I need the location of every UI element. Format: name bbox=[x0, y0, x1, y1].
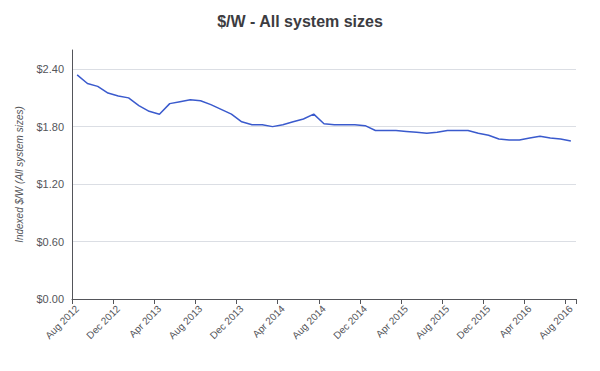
svg-text:$1.20: $1.20 bbox=[36, 178, 64, 190]
svg-text:Dec 2014: Dec 2014 bbox=[331, 303, 369, 341]
svg-text:$1.80: $1.80 bbox=[36, 121, 64, 133]
svg-text:Aug 2016: Aug 2016 bbox=[537, 303, 575, 341]
svg-text:Apr 2014: Apr 2014 bbox=[250, 303, 287, 340]
svg-text:Apr 2016: Apr 2016 bbox=[497, 303, 534, 340]
svg-text:Dec 2013: Dec 2013 bbox=[208, 303, 246, 341]
svg-text:Indexed $/W (All system sizes): Indexed $/W (All system sizes) bbox=[14, 106, 25, 243]
svg-text:$0.60: $0.60 bbox=[36, 236, 64, 248]
svg-text:Dec 2012: Dec 2012 bbox=[84, 303, 122, 341]
svg-text:$/W - All system sizes: $/W - All system sizes bbox=[217, 13, 383, 30]
svg-text:$2.40: $2.40 bbox=[36, 63, 64, 75]
svg-text:Aug 2013: Aug 2013 bbox=[166, 303, 204, 341]
svg-text:Aug 2014: Aug 2014 bbox=[290, 303, 328, 341]
svg-text:Apr 2015: Apr 2015 bbox=[374, 303, 411, 340]
svg-text:$0.00: $0.00 bbox=[36, 293, 64, 305]
svg-text:Dec 2015: Dec 2015 bbox=[454, 303, 492, 341]
svg-text:Aug 2012: Aug 2012 bbox=[43, 303, 81, 341]
svg-text:Aug 2015: Aug 2015 bbox=[413, 303, 451, 341]
svg-text:Apr 2013: Apr 2013 bbox=[127, 303, 164, 340]
